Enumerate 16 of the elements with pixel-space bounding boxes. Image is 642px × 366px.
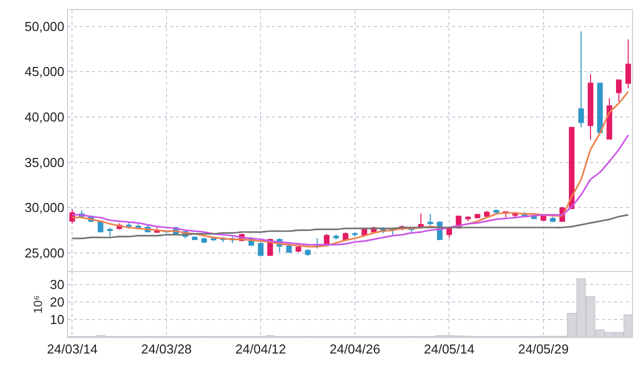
x-tick-label: 24/05/29 xyxy=(518,342,569,357)
y-axis-title: 10⁶ xyxy=(31,295,46,314)
x-tick-label: 24/04/26 xyxy=(330,342,380,357)
x-tick-label: 24/03/28 xyxy=(141,342,192,357)
y-tick-label: 40,000 xyxy=(24,109,64,124)
y-tick-label: 25,000 xyxy=(24,245,64,260)
x-tick-label: 24/04/12 xyxy=(235,342,286,357)
x-tick-label: 24/03/14 xyxy=(46,342,98,357)
y-tick-label: 50,000 xyxy=(24,18,64,34)
y-tick-label: 35,000 xyxy=(24,154,64,170)
y-tick-label: 45,000 xyxy=(24,64,64,80)
y-tick-label: 10 xyxy=(50,312,64,327)
y-tick-label: 30 xyxy=(50,276,64,292)
y-tick-label: 30,000 xyxy=(24,200,64,216)
y-tick-label: 20 xyxy=(50,294,64,310)
x-tick-label: 24/05/14 xyxy=(424,342,474,357)
